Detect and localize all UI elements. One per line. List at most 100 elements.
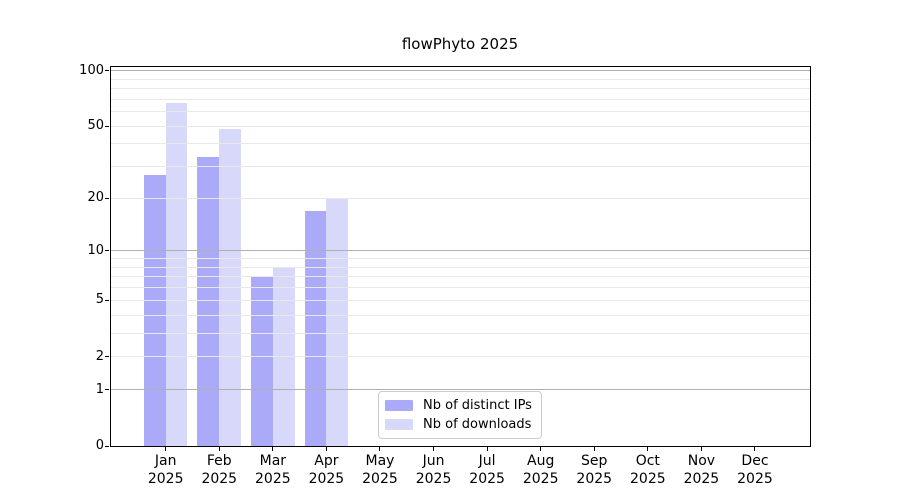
right-spine (810, 66, 811, 447)
x-label-month: Sep (581, 453, 608, 469)
x-label-year: 2025 (630, 471, 666, 487)
legend-item: Nb of downloads (385, 416, 532, 432)
left-spine (110, 66, 111, 447)
bar-jan-downloads (165, 102, 188, 446)
y-tick (105, 125, 109, 127)
y-tick (105, 445, 109, 447)
x-tick-label: Oct 2025 (616, 452, 680, 488)
x-label-month: Mar (259, 453, 287, 469)
minor-gridline (111, 78, 810, 80)
y-tick (105, 250, 109, 252)
minor-gridline (111, 299, 810, 301)
y-tick-label: 2 (95, 348, 104, 364)
bar-apr-ips (304, 210, 327, 446)
minor-gridline (111, 88, 810, 90)
minor-gridline (111, 287, 810, 289)
chart-title: flowPhyto 2025 (401, 35, 519, 53)
bar-feb-ips (197, 156, 220, 446)
bar-jan-ips (143, 174, 166, 446)
legend-swatch-distinct-ips (385, 399, 413, 411)
legend-label: Nb of downloads (423, 416, 532, 432)
x-tick-label: May 2025 (348, 452, 412, 488)
legend-label: Nb of distinct IPs (423, 397, 532, 413)
major-gridline (111, 389, 810, 391)
minor-gridline (111, 266, 810, 268)
y-tick-label: 50 (87, 118, 104, 134)
x-tick-label: Aug 2025 (509, 452, 573, 488)
bar-mar-ips (251, 276, 273, 446)
minor-gridline (111, 166, 810, 168)
major-gridline (111, 70, 810, 72)
bottom-spine (110, 446, 811, 447)
x-label-month: Nov (687, 453, 716, 469)
minor-gridline (111, 143, 810, 145)
minor-gridline (111, 125, 810, 127)
x-label-month: Apr (314, 453, 339, 469)
x-tick (754, 447, 756, 451)
x-label-year: 2025 (415, 471, 452, 487)
x-tick-label: Apr 2025 (294, 452, 358, 488)
y-tick (105, 70, 109, 72)
x-tick-label: Jan 2025 (134, 452, 198, 488)
x-label-month: Jul (478, 453, 496, 469)
x-tick-label: Sep 2025 (562, 452, 626, 488)
x-label-year: 2025 (469, 471, 505, 487)
y-tick (105, 389, 109, 391)
y-tick (105, 197, 109, 199)
x-tick (593, 447, 595, 451)
y-tick-label: 10 (87, 242, 104, 258)
legend-swatch-downloads (385, 418, 413, 430)
x-tick-label: Dec 2025 (723, 452, 787, 488)
x-tick (165, 447, 167, 451)
x-tick-label: Nov 2025 (669, 452, 733, 488)
bar-apr-downloads (326, 198, 349, 446)
x-label-year: 2025 (255, 471, 291, 487)
x-label-year: 2025 (147, 471, 184, 487)
x-tick (218, 447, 220, 451)
y-tick (105, 356, 109, 358)
major-gridline (111, 250, 810, 252)
y-tick-label: 1 (95, 381, 104, 397)
x-tick (486, 447, 488, 451)
x-tick-label: Jul 2025 (455, 452, 519, 488)
x-tick (433, 447, 435, 451)
top-spine (110, 66, 811, 67)
x-tick (647, 447, 649, 451)
x-tick-label: Feb 2025 (187, 452, 251, 488)
x-label-month: Aug (527, 453, 555, 469)
x-label-month: Oct (635, 453, 660, 469)
minor-gridline (111, 98, 810, 100)
x-label-year: 2025 (737, 471, 773, 487)
x-label-year: 2025 (201, 471, 238, 487)
x-label-year: 2025 (362, 471, 398, 487)
minor-gridline (111, 314, 810, 316)
x-tick-label: Jun 2025 (402, 452, 466, 488)
y-tick-label: 100 (79, 62, 104, 78)
x-label-month: May (365, 453, 395, 469)
minor-gridline (111, 276, 810, 278)
minor-gridline (111, 356, 810, 358)
x-tick-label: Mar 2025 (241, 452, 305, 488)
minor-gridline (111, 332, 810, 334)
x-tick (325, 447, 327, 451)
x-label-year: 2025 (308, 471, 345, 487)
y-tick-label: 0 (95, 438, 104, 453)
x-label-year: 2025 (522, 471, 559, 487)
x-tick (700, 447, 702, 451)
minor-gridline (111, 197, 810, 199)
y-tick (105, 299, 109, 301)
legend-item: Nb of distinct IPs (385, 397, 532, 413)
minor-gridline (111, 258, 810, 260)
minor-gridline (111, 111, 810, 113)
x-tick (272, 447, 274, 451)
x-label-year: 2025 (683, 471, 720, 487)
x-label-month: Feb (206, 453, 232, 469)
y-tick-label: 20 (87, 190, 104, 206)
x-label-year: 2025 (576, 471, 613, 487)
y-tick-label: 5 (95, 292, 104, 308)
x-label-month: Jun (422, 453, 445, 469)
x-label-month: Dec (741, 453, 769, 469)
x-tick (379, 447, 381, 451)
